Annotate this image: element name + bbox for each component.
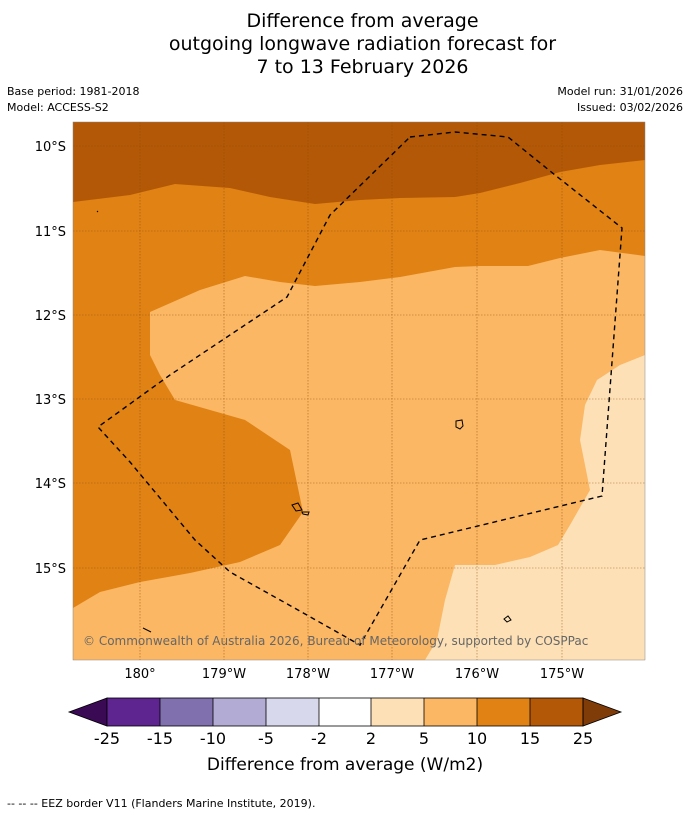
model-run-date: Model run: 31/01/2026 [557,85,683,98]
colorbar: -25 -15 -10 -5 -2 2 5 10 15 25 Differenc… [67,697,623,775]
colorbar-tick: 2 [366,729,376,748]
colorbar-tick: 15 [520,729,540,748]
island-outline [142,627,152,633]
lon-label: 176°W [455,667,499,682]
lon-label: 179°W [202,667,246,682]
colorbar-swatch [477,698,530,726]
lon-tick-labels: 180° 179°W 178°W 177°W 176°W 175°W [124,667,584,682]
lat-label: 11°S [35,225,66,240]
lon-label: 178°W [286,667,330,682]
colorbar-tick: 10 [467,729,487,748]
graticule [73,122,645,660]
colorbar-tick: 5 [419,729,429,748]
colorbar-tick: -5 [258,729,274,748]
band-2-5-edge [633,497,645,510]
colorbar-swatch [213,698,266,726]
colorbar-extend-low [67,697,108,727]
colorbar-title: Difference from average (W/m2) [207,755,483,775]
colorbar-swatch [319,698,371,726]
band-2-5 [425,355,645,660]
title-line-2: outgoing longwave radiation forecast for [168,33,557,55]
island-outline [503,615,512,623]
colorbar-tick: -25 [94,729,120,748]
issued-date: Issued: 03/02/2026 [576,101,683,114]
title-line-3: 7 to 13 February 2026 [256,56,469,78]
island-outline [291,502,303,512]
base-period: Base period: 1981-2018 [7,85,140,98]
lat-tick-labels: 10°S 11°S 12°S 13°S 14°S 15°S [35,140,66,577]
colorbar-frame [106,697,584,727]
colorbar-swatch [266,698,319,726]
lat-label: 14°S [35,477,66,492]
lat-label: 13°S [35,393,66,408]
lon-label: 180° [124,667,155,682]
lat-label: 15°S [35,562,66,577]
lon-label: 175°W [540,667,584,682]
colorbar-extend-high [582,697,623,727]
lon-label: 177°W [370,667,414,682]
lat-label: 10°S [35,140,66,155]
map-frame [72,121,646,661]
colorbar-tick: -2 [311,729,327,748]
colorbar-tick: 25 [573,729,593,748]
anomaly-contours: © Commonwealth of Australia 2026, Bureau… [73,122,645,660]
land-outlines [96,210,512,633]
colorbar-tick: -10 [200,729,226,748]
eez-border [96,131,623,646]
model-name: Model: ACCESS-S2 [7,101,109,114]
copyright-notice: © Commonwealth of Australia 2026, Bureau… [83,634,588,648]
eez-legend-note: -- -- -- EEZ border V11 (Flanders Marine… [7,797,316,810]
island-outline [455,419,464,430]
title-line-1: Difference from average [246,10,479,32]
colorbar-swatch [160,698,213,726]
colorbar-swatch [530,698,583,726]
lat-label: 12°S [35,309,66,324]
colorbar-swatch [371,698,424,726]
colorbar-tick: -15 [147,729,173,748]
band-5-10 [73,250,645,660]
colorbar-swatch [107,698,160,726]
colorbar-swatch [424,698,477,726]
island-outline [96,210,99,213]
